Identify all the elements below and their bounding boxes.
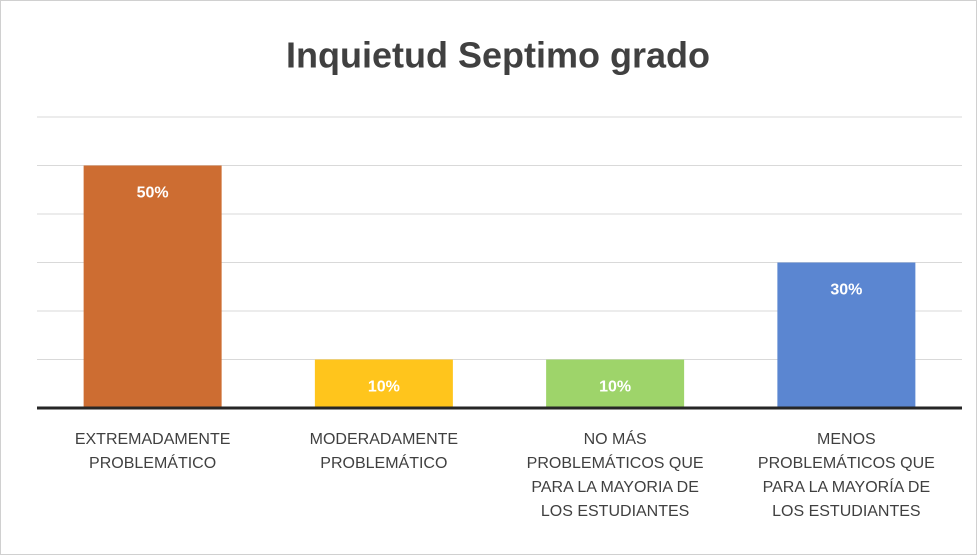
data-label: 10% bbox=[599, 379, 631, 396]
data-label: 50% bbox=[137, 185, 169, 202]
data-label: 10% bbox=[368, 379, 400, 396]
x-tick-label: EXTREMADAMENTE PROBLEMÁTICO bbox=[74, 431, 231, 472]
bar bbox=[83, 165, 222, 408]
x-tick-label: MENOS PROBLEMÁTICOS QUE PARA LA MAYORÍA … bbox=[757, 431, 935, 520]
data-label: 30% bbox=[830, 282, 862, 299]
bar bbox=[777, 262, 916, 408]
x-tick-label: NO MÁS PROBLEMÁTICOS QUE PARA LA MAYORIA… bbox=[526, 431, 704, 520]
bar bbox=[546, 359, 685, 408]
bar bbox=[314, 359, 453, 408]
chart-title: Inquietud Septimo grado bbox=[286, 35, 710, 76]
x-tick-label: MODERADAMENTE PROBLEMÁTICO bbox=[309, 431, 459, 472]
